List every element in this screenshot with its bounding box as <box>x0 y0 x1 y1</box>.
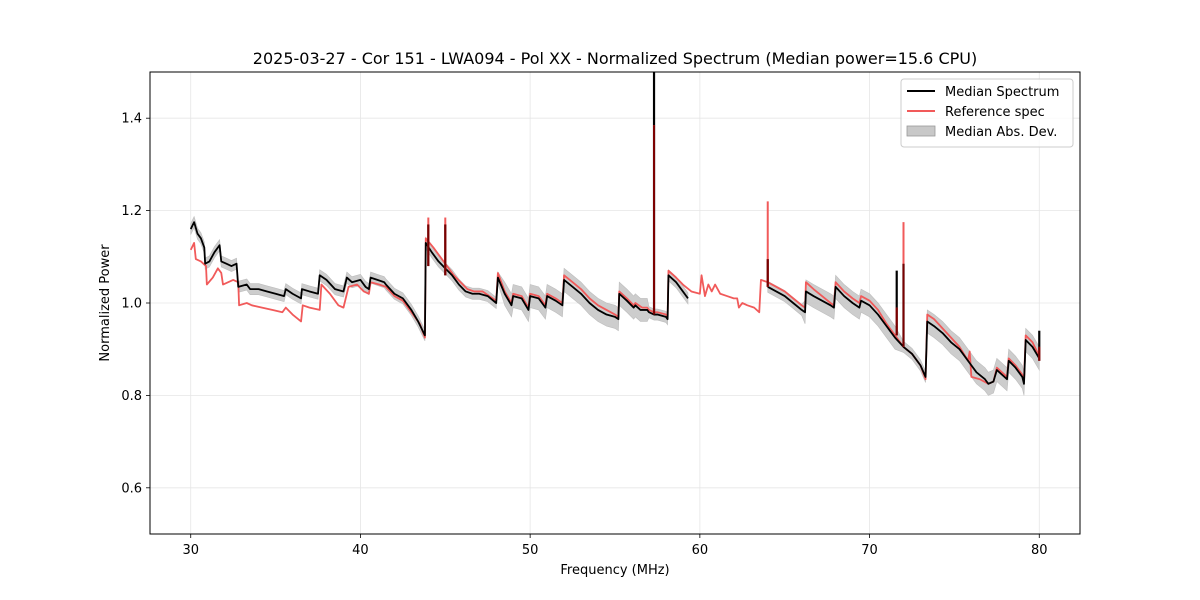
legend-box <box>900 78 1074 148</box>
mad-band-area <box>190 215 689 342</box>
x-tick-label: 40 <box>352 543 369 558</box>
x-tick-label: 70 <box>861 543 878 558</box>
x-tick-label: 80 <box>1031 543 1048 558</box>
y-axis-ticks: 0.6 0.8 1.0 1.2 1.4 <box>121 112 150 496</box>
legend-label-median: Median Spectrum <box>945 85 1059 100</box>
y-tick-label: 1.0 <box>121 297 142 312</box>
x-axis-ticks: 30 40 50 60 70 80 <box>182 534 1048 558</box>
y-axis-label: Normalized Power <box>98 244 113 362</box>
legend-label-mad: Median Abs. Dev. <box>945 125 1057 140</box>
y-tick-label: 0.6 <box>121 481 142 496</box>
legend-label-reference: Reference spec <box>945 105 1045 120</box>
y-tick-label: 1.2 <box>121 204 142 219</box>
legend: Median Spectrum Reference spec Median Ab… <box>900 78 1074 148</box>
plot-area <box>189 72 1041 396</box>
x-tick-label: 30 <box>182 543 199 558</box>
y-tick-label: 0.8 <box>121 389 142 404</box>
spike-layer <box>427 72 1041 361</box>
x-tick-label: 60 <box>692 543 709 558</box>
x-axis-label: Frequency (MHz) <box>560 563 669 578</box>
x-tick-label: 50 <box>522 543 539 558</box>
y-tick-label: 1.4 <box>121 112 142 127</box>
median-spectrum-line <box>767 285 1041 385</box>
chart-title: 2025-03-27 - Cor 151 - LWA094 - Pol XX -… <box>253 49 977 68</box>
legend-swatch-mad <box>906 125 936 137</box>
